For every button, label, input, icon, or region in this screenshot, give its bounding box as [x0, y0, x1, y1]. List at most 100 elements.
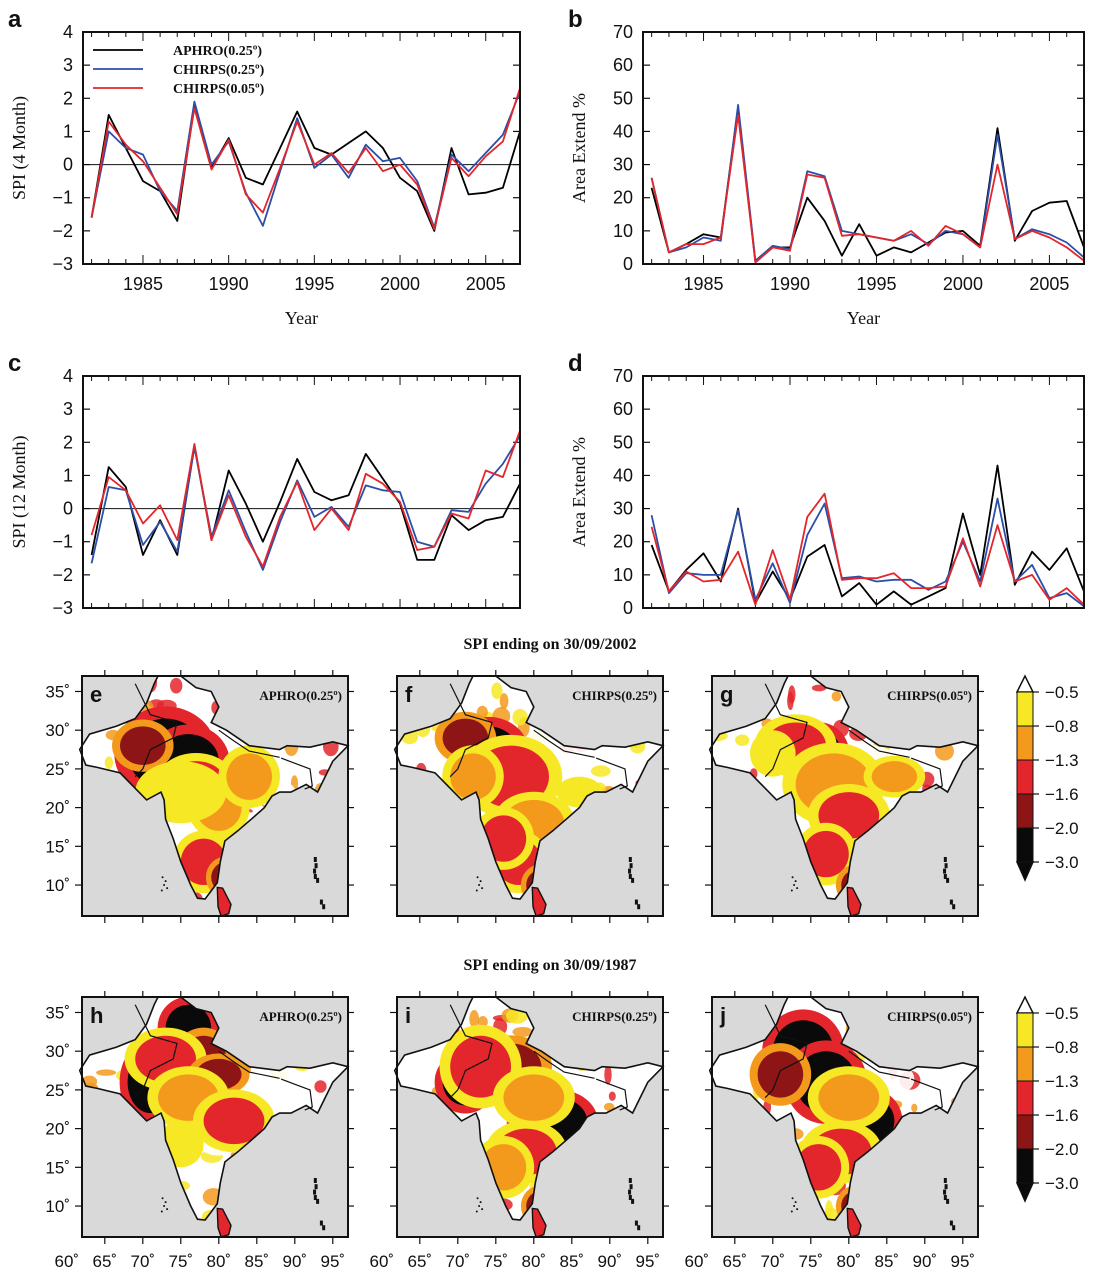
x-tick-label: 2005 [466, 274, 506, 294]
spi-core [203, 1097, 265, 1145]
island [634, 899, 638, 905]
spi-cell [491, 682, 503, 700]
y-tick-label: 20 [613, 532, 633, 552]
spi-core [803, 830, 849, 878]
series-line-2 [90, 91, 521, 229]
island-dot [791, 1197, 794, 1200]
colorbar-bottom-arrow [1015, 1182, 1035, 1203]
x-tick-label: 1995 [294, 274, 334, 294]
spi-cell [735, 734, 750, 746]
colorbar-segment [1016, 1114, 1034, 1150]
island [628, 1195, 632, 1201]
spi-cell [911, 1103, 918, 1113]
y-tick-label: 50 [613, 88, 633, 108]
series-line-2 [90, 435, 521, 571]
legend-entry: CHIRPS(0.05º) [173, 82, 265, 97]
spi-cell [590, 765, 611, 777]
island [946, 1198, 950, 1204]
colorbar-label: −1.6 [1045, 1106, 1079, 1125]
island-dot [163, 1205, 166, 1208]
island [313, 1189, 317, 1195]
y-tick-label: 4 [63, 366, 73, 386]
spi-cell [170, 677, 183, 694]
map-panel-letter: i [405, 1003, 411, 1028]
spi-cell [824, 1207, 838, 1221]
colorbar-top-arrow [1015, 995, 1035, 1014]
colorbar-segment [1016, 1148, 1034, 1184]
spi-core [450, 753, 496, 800]
spi-core [226, 753, 272, 800]
island-dot [479, 1201, 482, 1204]
island-dot [476, 876, 479, 879]
x-tick-label: 2000 [943, 274, 983, 294]
sri-lanka-outline [846, 886, 862, 917]
border-line [910, 757, 943, 790]
y-tick-label: 0 [623, 598, 633, 618]
island-dot [475, 889, 478, 892]
lat-tick-label: 20˚ [45, 799, 70, 818]
lat-tick-label: 25˚ [45, 1081, 70, 1100]
series-line-1 [90, 444, 521, 561]
plot-frame [642, 31, 1085, 265]
map-panel-e: 10˚ 15˚ 20˚ 25˚ 30˚ 35˚ e APHRO(0.25º) [45, 670, 354, 923]
island [628, 874, 632, 880]
map-dataset-label: CHIRPS(0.05º) [887, 1009, 972, 1024]
lat-tick-label: 15˚ [45, 1158, 70, 1177]
island [944, 863, 948, 869]
island [316, 1198, 320, 1204]
lat-tick-label: 10˚ [45, 876, 70, 895]
lat-tick-label: 30˚ [45, 721, 70, 740]
country-outline [78, 996, 350, 1221]
plot-frame [82, 375, 521, 609]
island [313, 1195, 317, 1201]
border-line [533, 729, 595, 758]
map-panel-letter: f [405, 682, 413, 707]
border-line [533, 1050, 595, 1079]
island-dot [481, 887, 484, 890]
y-axis-label: Area Extend % [569, 437, 589, 547]
sri-lanka-outline [846, 1207, 862, 1238]
x-tick-label: 1985 [123, 274, 163, 294]
island-dot [793, 884, 796, 887]
colorbar-2: −0.5 −0.8 −1.3 −1.6 −2.0 −3.0 [1015, 995, 1079, 1203]
lon-tick-label: 65˚ [723, 1252, 748, 1271]
lat-tick-label: 35˚ [45, 682, 70, 701]
border-line [280, 757, 313, 790]
panel-label-b: b [568, 6, 583, 33]
island-dot [796, 1208, 799, 1211]
island-dot [164, 880, 167, 883]
y-tick-label: 10 [613, 221, 633, 241]
map-frame [81, 996, 349, 1238]
x-tick-label: 1985 [684, 274, 724, 294]
series-line-3 [650, 114, 1085, 264]
island [952, 904, 956, 910]
island-dot [478, 884, 481, 887]
island [634, 1220, 638, 1226]
colorbar-label: −0.8 [1045, 1038, 1079, 1057]
x-tick-label: 2005 [1029, 274, 1069, 294]
island [313, 874, 317, 880]
colorbar-label: −1.3 [1045, 751, 1079, 770]
y-tick-label: 30 [613, 499, 633, 519]
series-line-3 [90, 430, 521, 568]
map-frame [396, 996, 664, 1238]
map-panel-letter: j [719, 1003, 726, 1028]
border-line [218, 729, 280, 758]
lon-tick-label: 70˚ [761, 1252, 786, 1271]
island [316, 877, 320, 883]
panel-label-c: c [8, 350, 22, 377]
map-panel-letter: g [720, 682, 733, 707]
island [944, 1184, 948, 1190]
country-outline [393, 675, 665, 900]
island [314, 1184, 318, 1190]
map-row-title-2002: SPI ending on 30/09/2002 [463, 636, 637, 653]
y-tick-label: 60 [613, 55, 633, 75]
lon-tick-label: 95˚ [636, 1252, 661, 1271]
island [631, 877, 635, 883]
y-tick-label: −3 [52, 598, 73, 618]
island [943, 856, 947, 862]
spi-cell [604, 1064, 612, 1085]
sri-lanka-outline [531, 886, 547, 917]
lon-tick-label: 65˚ [408, 1252, 433, 1271]
island [629, 1184, 633, 1190]
